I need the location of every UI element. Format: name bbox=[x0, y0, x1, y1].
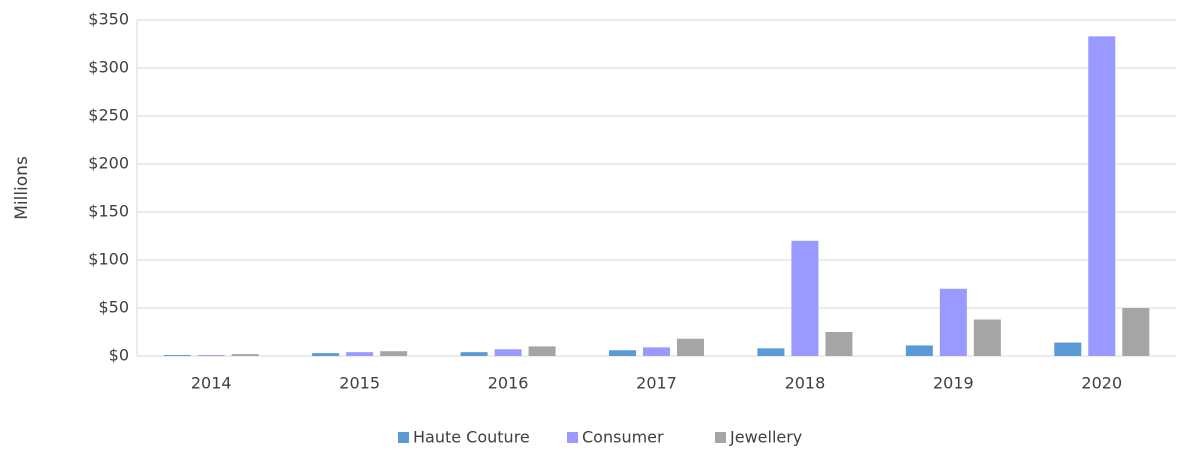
legend-label: Consumer bbox=[582, 428, 664, 447]
y-tick-label: $350 bbox=[88, 10, 129, 29]
bar bbox=[905, 345, 933, 356]
bar bbox=[1088, 36, 1116, 356]
bar bbox=[1122, 308, 1150, 356]
legend-swatch bbox=[715, 432, 726, 443]
bar bbox=[346, 352, 374, 356]
y-tick-label: $50 bbox=[98, 298, 129, 317]
bar bbox=[460, 352, 488, 356]
bar bbox=[163, 355, 191, 356]
y-tick-label: $100 bbox=[88, 250, 129, 269]
bar bbox=[197, 355, 225, 356]
y-tick-label: $0 bbox=[109, 346, 129, 365]
bar bbox=[973, 319, 1001, 356]
bar bbox=[643, 347, 670, 356]
y-axis-label: Millions bbox=[12, 156, 32, 220]
x-tick-label: 2020 bbox=[1081, 374, 1122, 393]
legend-label: Jewellery bbox=[729, 428, 802, 447]
bar bbox=[528, 346, 556, 356]
bar bbox=[494, 349, 522, 356]
bar bbox=[791, 240, 819, 356]
legend-swatch bbox=[398, 432, 409, 443]
y-tick-label: $200 bbox=[88, 154, 129, 173]
legend-label: Haute Couture bbox=[413, 428, 530, 447]
x-tick-label: 2018 bbox=[785, 374, 826, 393]
x-tick-label: 2014 bbox=[191, 374, 232, 393]
bar bbox=[380, 351, 408, 356]
bar bbox=[312, 353, 340, 356]
legend-swatch bbox=[567, 432, 578, 443]
x-tick-label: 2019 bbox=[933, 374, 974, 393]
y-tick-label: $150 bbox=[88, 202, 129, 221]
bar bbox=[677, 338, 704, 356]
bar bbox=[825, 332, 853, 356]
bar bbox=[757, 348, 785, 356]
bar bbox=[939, 288, 967, 356]
y-tick-label: $300 bbox=[88, 58, 129, 77]
y-tick-label: $250 bbox=[88, 106, 129, 125]
x-tick-label: 2016 bbox=[488, 374, 529, 393]
bar bbox=[231, 354, 259, 356]
x-tick-label: 2017 bbox=[636, 374, 677, 393]
bar bbox=[609, 350, 636, 356]
x-tick-label: 2015 bbox=[339, 374, 380, 393]
bar bbox=[1054, 342, 1082, 356]
